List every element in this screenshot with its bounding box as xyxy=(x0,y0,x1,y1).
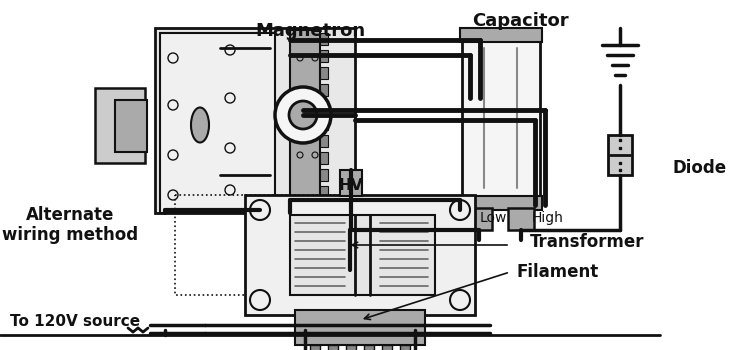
Bar xyxy=(320,50,328,62)
Bar xyxy=(95,88,145,163)
Bar xyxy=(320,186,328,198)
Bar xyxy=(508,208,534,230)
Text: High: High xyxy=(532,211,564,225)
Bar xyxy=(175,195,345,295)
Bar xyxy=(115,100,147,152)
Text: To 120V source: To 120V source xyxy=(10,315,140,329)
Text: Magnetron: Magnetron xyxy=(255,22,365,40)
Circle shape xyxy=(289,101,317,129)
Text: Transformer: Transformer xyxy=(530,233,644,251)
Bar xyxy=(460,28,542,42)
Bar xyxy=(295,310,425,345)
Bar xyxy=(608,135,632,175)
Circle shape xyxy=(275,87,331,143)
Bar xyxy=(320,118,328,130)
Bar xyxy=(320,135,328,147)
Bar xyxy=(310,345,320,350)
Bar xyxy=(160,33,275,213)
Text: Diode: Diode xyxy=(672,159,726,177)
Bar xyxy=(320,101,328,113)
Text: Filament: Filament xyxy=(516,263,599,281)
Bar xyxy=(290,30,320,213)
Text: Low: Low xyxy=(479,211,507,225)
Bar xyxy=(364,345,374,350)
Bar xyxy=(155,28,355,213)
Bar xyxy=(382,345,392,350)
Bar xyxy=(320,33,328,45)
Text: Capacitor: Capacitor xyxy=(472,12,568,30)
Bar xyxy=(340,170,362,196)
Bar xyxy=(466,208,492,230)
Bar xyxy=(320,152,328,164)
Bar xyxy=(460,196,542,210)
Bar xyxy=(346,345,356,350)
Bar xyxy=(290,215,435,295)
Bar xyxy=(320,169,328,181)
Bar xyxy=(400,345,410,350)
Text: Alternate
wiring method: Alternate wiring method xyxy=(2,205,138,244)
Bar xyxy=(462,28,540,208)
Ellipse shape xyxy=(191,107,209,142)
Text: HV: HV xyxy=(338,177,363,192)
Bar xyxy=(320,67,328,79)
Bar xyxy=(245,195,475,315)
Bar xyxy=(320,84,328,96)
Bar xyxy=(328,345,338,350)
